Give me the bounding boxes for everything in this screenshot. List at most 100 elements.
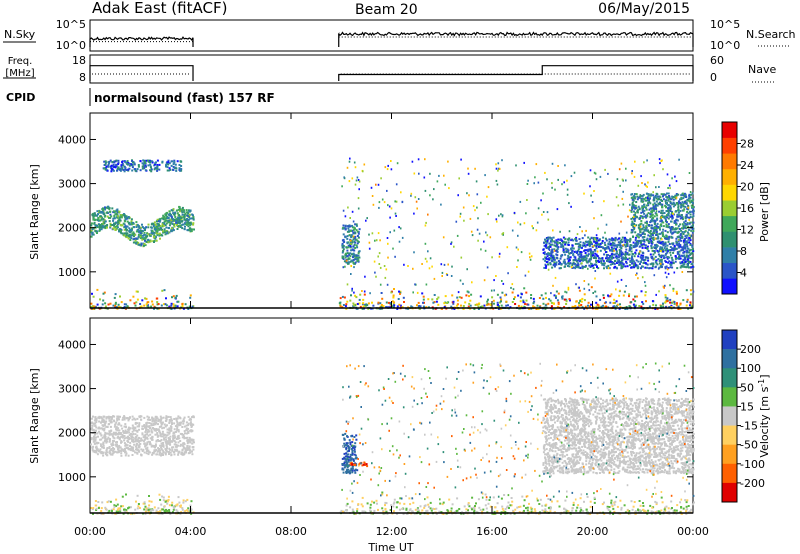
power-point <box>348 253 351 256</box>
power-point <box>625 167 627 170</box>
velocity-point <box>134 438 137 441</box>
velocity-point <box>123 442 126 445</box>
power-point <box>354 247 357 249</box>
power-point <box>346 255 349 258</box>
power-point <box>358 298 361 301</box>
power-point <box>667 207 670 210</box>
velocity-point <box>179 444 182 447</box>
power-point <box>489 236 492 239</box>
power-point <box>665 252 668 255</box>
power-point <box>574 238 577 240</box>
power-point <box>684 226 686 229</box>
power-point <box>390 168 393 171</box>
power-point <box>422 295 425 298</box>
power-point <box>631 256 633 259</box>
power-point <box>686 298 689 301</box>
power-point <box>500 300 502 303</box>
power-point <box>187 225 190 228</box>
power-point <box>342 250 345 252</box>
velocity-point <box>146 428 149 431</box>
power-point <box>114 301 117 304</box>
power-point <box>676 243 679 246</box>
power-point <box>380 177 382 180</box>
power-point <box>121 232 124 235</box>
velocity-point <box>116 432 119 435</box>
power-point <box>684 247 686 250</box>
power-point <box>662 195 664 198</box>
power-point <box>401 201 404 204</box>
power-point <box>649 213 652 216</box>
power-point <box>553 307 555 310</box>
power-point <box>601 257 604 260</box>
velocity-point <box>182 418 185 421</box>
power-point <box>520 251 523 254</box>
power-point <box>501 215 504 218</box>
power-point <box>689 210 692 213</box>
power-point <box>638 228 641 231</box>
power-point <box>549 261 552 264</box>
power-point <box>462 206 465 209</box>
power-point <box>503 294 506 297</box>
power-point <box>549 257 552 260</box>
power-point <box>112 169 115 172</box>
power-point <box>553 240 556 243</box>
power-point <box>638 239 641 242</box>
power-point <box>475 180 478 183</box>
power-point <box>578 259 581 262</box>
power-point <box>580 246 583 249</box>
power-point <box>135 224 138 227</box>
power-point <box>555 296 557 299</box>
power-point <box>673 246 676 249</box>
power-point <box>453 245 455 248</box>
power-point <box>493 302 495 305</box>
power-point <box>571 305 574 308</box>
power-point <box>493 279 495 282</box>
power-point <box>528 308 531 310</box>
velocity-point <box>193 441 195 444</box>
power-point <box>421 263 423 265</box>
power-point <box>571 244 574 247</box>
power-point <box>143 167 146 170</box>
power-point <box>172 295 175 298</box>
power-point <box>657 226 659 229</box>
power-point <box>667 261 670 264</box>
power-point <box>168 224 171 227</box>
power-point <box>664 193 667 196</box>
power-point <box>139 244 142 247</box>
power-point <box>682 227 685 230</box>
velocity-point <box>178 437 181 440</box>
power-point <box>535 163 538 166</box>
power-point <box>624 265 627 268</box>
power-point <box>667 256 670 259</box>
power-point <box>532 305 535 308</box>
power-point <box>346 235 349 238</box>
power-point <box>634 304 637 307</box>
power-point <box>642 197 645 200</box>
power-point <box>677 246 680 249</box>
power-point <box>553 302 555 305</box>
power-point <box>649 235 651 238</box>
power-point <box>678 214 681 217</box>
power-point <box>599 242 602 245</box>
power-point <box>634 217 636 220</box>
power-point <box>641 206 644 209</box>
power-point <box>620 162 623 165</box>
velocity-point <box>101 436 104 439</box>
power-point <box>155 220 158 223</box>
power-point <box>586 249 589 252</box>
power-point <box>632 204 635 206</box>
power-point <box>555 239 558 242</box>
velocity-point <box>123 416 126 419</box>
power-point <box>653 232 656 235</box>
power-point <box>545 242 548 245</box>
velocity-point <box>172 434 175 437</box>
power-point <box>678 228 681 230</box>
power-point <box>448 187 450 190</box>
power-point <box>686 251 689 254</box>
power-point <box>174 304 177 307</box>
power-point <box>91 233 94 236</box>
velocity-point <box>108 430 111 433</box>
power-point <box>611 239 614 242</box>
power-point <box>554 276 557 279</box>
power-point <box>171 168 174 171</box>
